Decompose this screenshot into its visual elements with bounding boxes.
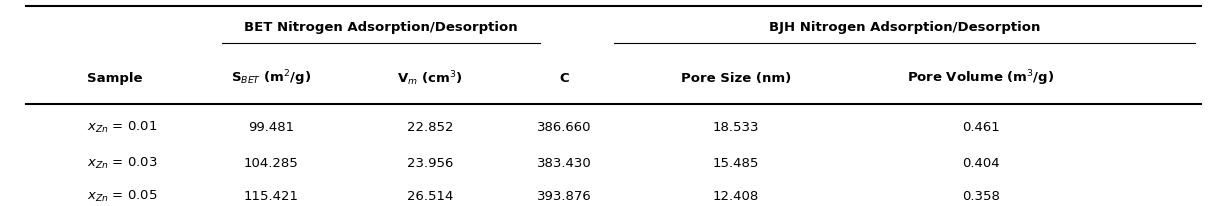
Text: Pore Volume (m$^3$/g): Pore Volume (m$^3$/g) <box>907 68 1054 88</box>
Text: C: C <box>560 72 569 85</box>
Text: 22.852: 22.852 <box>406 120 453 133</box>
Text: Pore Size (nm): Pore Size (nm) <box>681 72 791 85</box>
Text: $x_{Zn}$ = 0.05: $x_{Zn}$ = 0.05 <box>87 188 158 203</box>
Text: 0.461: 0.461 <box>962 120 1000 133</box>
Text: V$_m$ (cm$^3$): V$_m$ (cm$^3$) <box>398 69 463 88</box>
Text: 115.421: 115.421 <box>243 189 298 202</box>
Text: BET Nitrogen Adsorption/Desorption: BET Nitrogen Adsorption/Desorption <box>244 21 518 34</box>
Text: BJH Nitrogen Adsorption/Desorption: BJH Nitrogen Adsorption/Desorption <box>768 21 1040 34</box>
Text: S$_{BET}$ (m$^2$/g): S$_{BET}$ (m$^2$/g) <box>231 68 310 88</box>
Text: 23.956: 23.956 <box>406 157 453 170</box>
Text: 26.514: 26.514 <box>406 189 453 202</box>
Text: 0.358: 0.358 <box>962 189 1000 202</box>
Text: Sample: Sample <box>87 72 142 85</box>
Text: 104.285: 104.285 <box>243 157 298 170</box>
Text: 18.533: 18.533 <box>713 120 760 133</box>
Text: 393.876: 393.876 <box>537 189 591 202</box>
Text: $x_{Zn}$ = 0.01: $x_{Zn}$ = 0.01 <box>87 119 158 134</box>
Text: 386.660: 386.660 <box>537 120 591 133</box>
Text: 0.404: 0.404 <box>962 157 1000 170</box>
Text: 12.408: 12.408 <box>713 189 760 202</box>
Text: 383.430: 383.430 <box>537 157 591 170</box>
Text: 15.485: 15.485 <box>713 157 760 170</box>
Text: $x_{Zn}$ = 0.03: $x_{Zn}$ = 0.03 <box>87 156 158 171</box>
Text: 99.481: 99.481 <box>248 120 293 133</box>
